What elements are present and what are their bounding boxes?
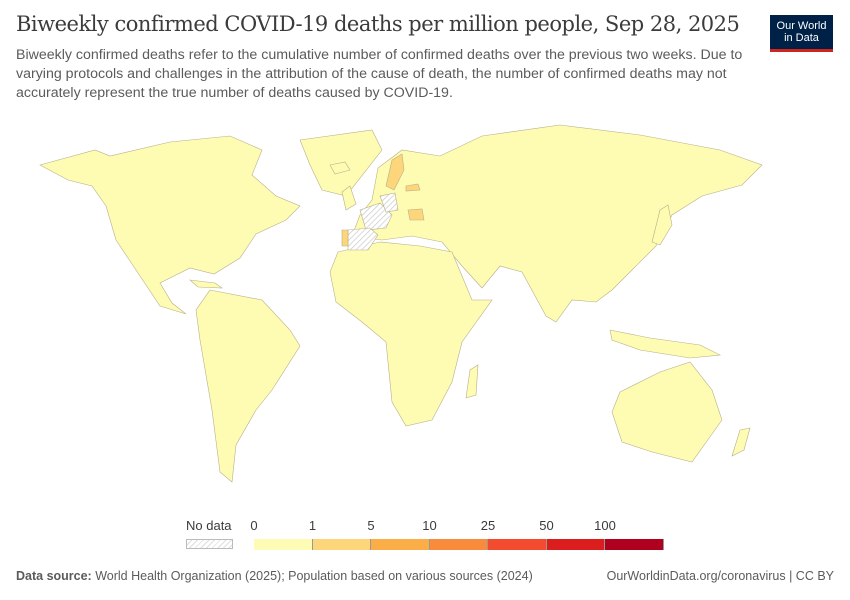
legend-tick: 5 [367, 518, 375, 533]
cuba[interactable] [189, 279, 223, 289]
legend: No data 0 1 5 10 25 50 100 [0, 512, 850, 552]
owid-logo[interactable]: Our World in Data [770, 15, 833, 52]
legend-arrow-icon [657, 539, 663, 550]
legend-no-data-label: No data [186, 518, 232, 533]
madagascar[interactable] [465, 364, 479, 399]
new-zealand[interactable] [731, 427, 751, 457]
legend-tick: 1 [308, 518, 317, 533]
australia[interactable] [611, 361, 723, 463]
chart-subtitle: Biweekly confirmed deaths refer to the c… [16, 47, 743, 101]
legend-bin-10-25[interactable] [429, 539, 488, 550]
legend-bin-0-1[interactable] [254, 539, 313, 550]
country-portugal[interactable] [341, 229, 349, 247]
north-america[interactable] [39, 135, 301, 315]
chart-title: Biweekly confirmed COVID-19 deaths per m… [16, 12, 740, 36]
legend-no-data-swatch[interactable] [186, 539, 233, 549]
source-link[interactable]: OurWorldinData.org/coronavirus | CC BY [606, 569, 834, 583]
world-map [39, 124, 763, 483]
country-france-no-data[interactable] [359, 202, 393, 231]
country-sweden[interactable] [385, 153, 405, 191]
africa[interactable] [329, 241, 493, 427]
legend-tick: 25 [480, 518, 496, 533]
logo-line-1: Our World [776, 19, 827, 32]
source-text: World Health Organization (2025); Popula… [95, 569, 533, 583]
iceland[interactable] [329, 161, 351, 175]
legend-tick: 10 [422, 518, 437, 533]
uk[interactable] [341, 185, 357, 211]
country-germany-no-data[interactable] [379, 192, 399, 213]
legend-bin-5-10[interactable] [371, 539, 430, 550]
japan[interactable] [651, 204, 673, 246]
data-source: Data source: World Health Organization (… [16, 569, 533, 583]
country-romania[interactable] [407, 208, 425, 221]
indonesia[interactable] [609, 329, 722, 359]
legend-bin-25-50[interactable] [488, 539, 547, 550]
country-spain-no-data[interactable] [347, 227, 379, 251]
south-america[interactable] [195, 289, 301, 483]
eurasia[interactable] [351, 124, 763, 323]
legend-bin-50-100[interactable] [546, 539, 605, 550]
legend-bin-1-5[interactable] [312, 539, 371, 550]
legend-tick: 50 [539, 518, 554, 533]
source-label: Data source: [16, 569, 92, 583]
legend-tick: 0 [250, 518, 258, 533]
legend-tick: 100 [594, 518, 616, 533]
logo-line-2: in Data [784, 32, 819, 44]
legend-bin->100[interactable] [605, 539, 664, 550]
country-latvia[interactable] [405, 183, 421, 192]
